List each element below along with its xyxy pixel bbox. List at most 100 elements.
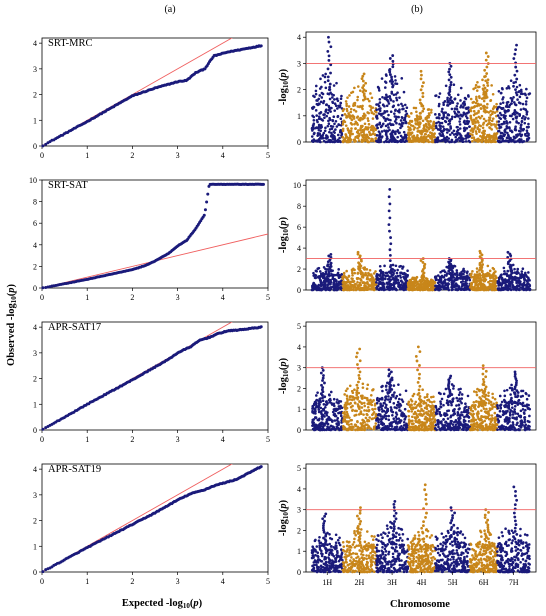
manhattan-point	[395, 96, 398, 100]
manhattan-point	[489, 98, 493, 102]
manhattan-point	[366, 117, 370, 120]
manhattan-point	[346, 399, 349, 402]
manhattan-point	[317, 115, 321, 118]
manhattan-point	[498, 139, 501, 143]
manhattan-point	[521, 267, 525, 271]
manhattan-point	[482, 276, 486, 279]
manhattan-point	[375, 124, 378, 127]
manhattan-point	[414, 117, 417, 121]
manhattan-point	[445, 274, 448, 277]
manhattan-point	[343, 113, 347, 116]
y-tick-label: 1	[33, 542, 37, 551]
manhattan-point	[381, 384, 384, 388]
manhattan-point	[419, 77, 423, 81]
manhattan-point	[396, 400, 400, 404]
manhattan-point	[375, 401, 379, 405]
manhattan-point	[501, 97, 504, 101]
manhattan-point	[368, 401, 372, 404]
manhattan-point	[437, 102, 441, 106]
manhattan-point	[409, 280, 413, 284]
manhattan-point	[359, 124, 363, 128]
x-tick-label: 4	[221, 293, 225, 302]
manhattan-point	[486, 55, 490, 58]
manhattan-point	[453, 278, 456, 282]
manhattan-point	[399, 279, 403, 283]
manhattan-point	[402, 288, 406, 292]
manhattan-point	[461, 280, 465, 283]
manhattan-point	[410, 112, 413, 115]
manhattan-point	[503, 133, 507, 136]
manhattan-point	[516, 267, 520, 271]
manhattan-point	[366, 398, 369, 402]
manhattan-point	[329, 424, 333, 428]
manhattan-point	[434, 276, 438, 280]
manhattan-point	[383, 116, 386, 120]
manhattan-point	[363, 404, 367, 408]
manhattan-point	[331, 420, 334, 423]
manhattan-point	[509, 288, 513, 292]
manhattan-point	[334, 104, 338, 107]
manhattan-point	[455, 269, 459, 272]
manhattan-point	[389, 263, 393, 267]
manhattan-point	[325, 400, 328, 403]
manhattan-point	[389, 406, 393, 409]
manhattan-point	[488, 126, 491, 129]
manhattan-point	[515, 272, 519, 275]
manhattan-point	[377, 288, 381, 292]
manhattan-point	[400, 102, 403, 106]
manhattan-point	[513, 109, 517, 112]
manhattan-point	[490, 119, 494, 123]
manhattan-point	[328, 82, 332, 86]
y-tick-label: 1	[297, 112, 301, 121]
manhattan-point	[441, 125, 445, 128]
qq-point	[44, 426, 48, 430]
manhattan-point	[419, 287, 423, 290]
qq-point	[259, 44, 263, 48]
y-tick-label: 2	[297, 86, 301, 95]
y-tick-label: 4	[297, 343, 301, 352]
manhattan-point	[500, 122, 503, 126]
manhattan-point	[383, 80, 387, 83]
y-tick-label: 0	[297, 138, 301, 147]
manhattan-point	[455, 139, 458, 143]
manhattan-point	[318, 270, 322, 273]
manhattan-point	[473, 125, 477, 129]
manhattan-point	[366, 287, 370, 291]
manhattan-point	[370, 111, 374, 114]
manhattan-point	[320, 96, 324, 99]
manhattan-point	[509, 263, 513, 267]
manhattan-point	[321, 399, 325, 403]
manhattan-point	[437, 95, 441, 99]
manhattan-point	[320, 85, 323, 89]
manhattan-point	[490, 128, 494, 131]
manhattan-point	[357, 276, 360, 280]
manhattan-point	[495, 127, 499, 130]
manhattan-point	[369, 92, 372, 95]
manhattan-point	[379, 417, 383, 421]
manhattan-point	[383, 264, 386, 268]
manhattan-point	[367, 119, 370, 123]
manhattan-point	[403, 278, 407, 281]
manhattan-point	[379, 269, 383, 272]
manhattan-point	[362, 288, 365, 291]
manhattan-point	[390, 425, 394, 428]
manhattan-point	[388, 259, 392, 263]
qq-point	[202, 213, 206, 217]
manhattan-point	[359, 116, 363, 120]
y-tick-label: 8	[33, 198, 37, 207]
manhattan-point	[356, 271, 360, 275]
manhattan-point	[506, 285, 509, 289]
manhattan-point	[375, 398, 379, 401]
manhattan-point	[361, 114, 365, 118]
manhattan-point	[403, 418, 406, 421]
manhattan-point	[375, 418, 379, 422]
manhattan-point	[326, 135, 329, 139]
manhattan-point	[375, 281, 378, 284]
manhattan-point	[399, 419, 402, 422]
manhattan-point	[492, 267, 496, 271]
manhattan-point	[393, 428, 397, 431]
manhattan-point	[356, 250, 360, 254]
manhattan-point	[477, 111, 480, 114]
manhattan-point	[450, 131, 454, 135]
manhattan-point	[340, 94, 343, 98]
